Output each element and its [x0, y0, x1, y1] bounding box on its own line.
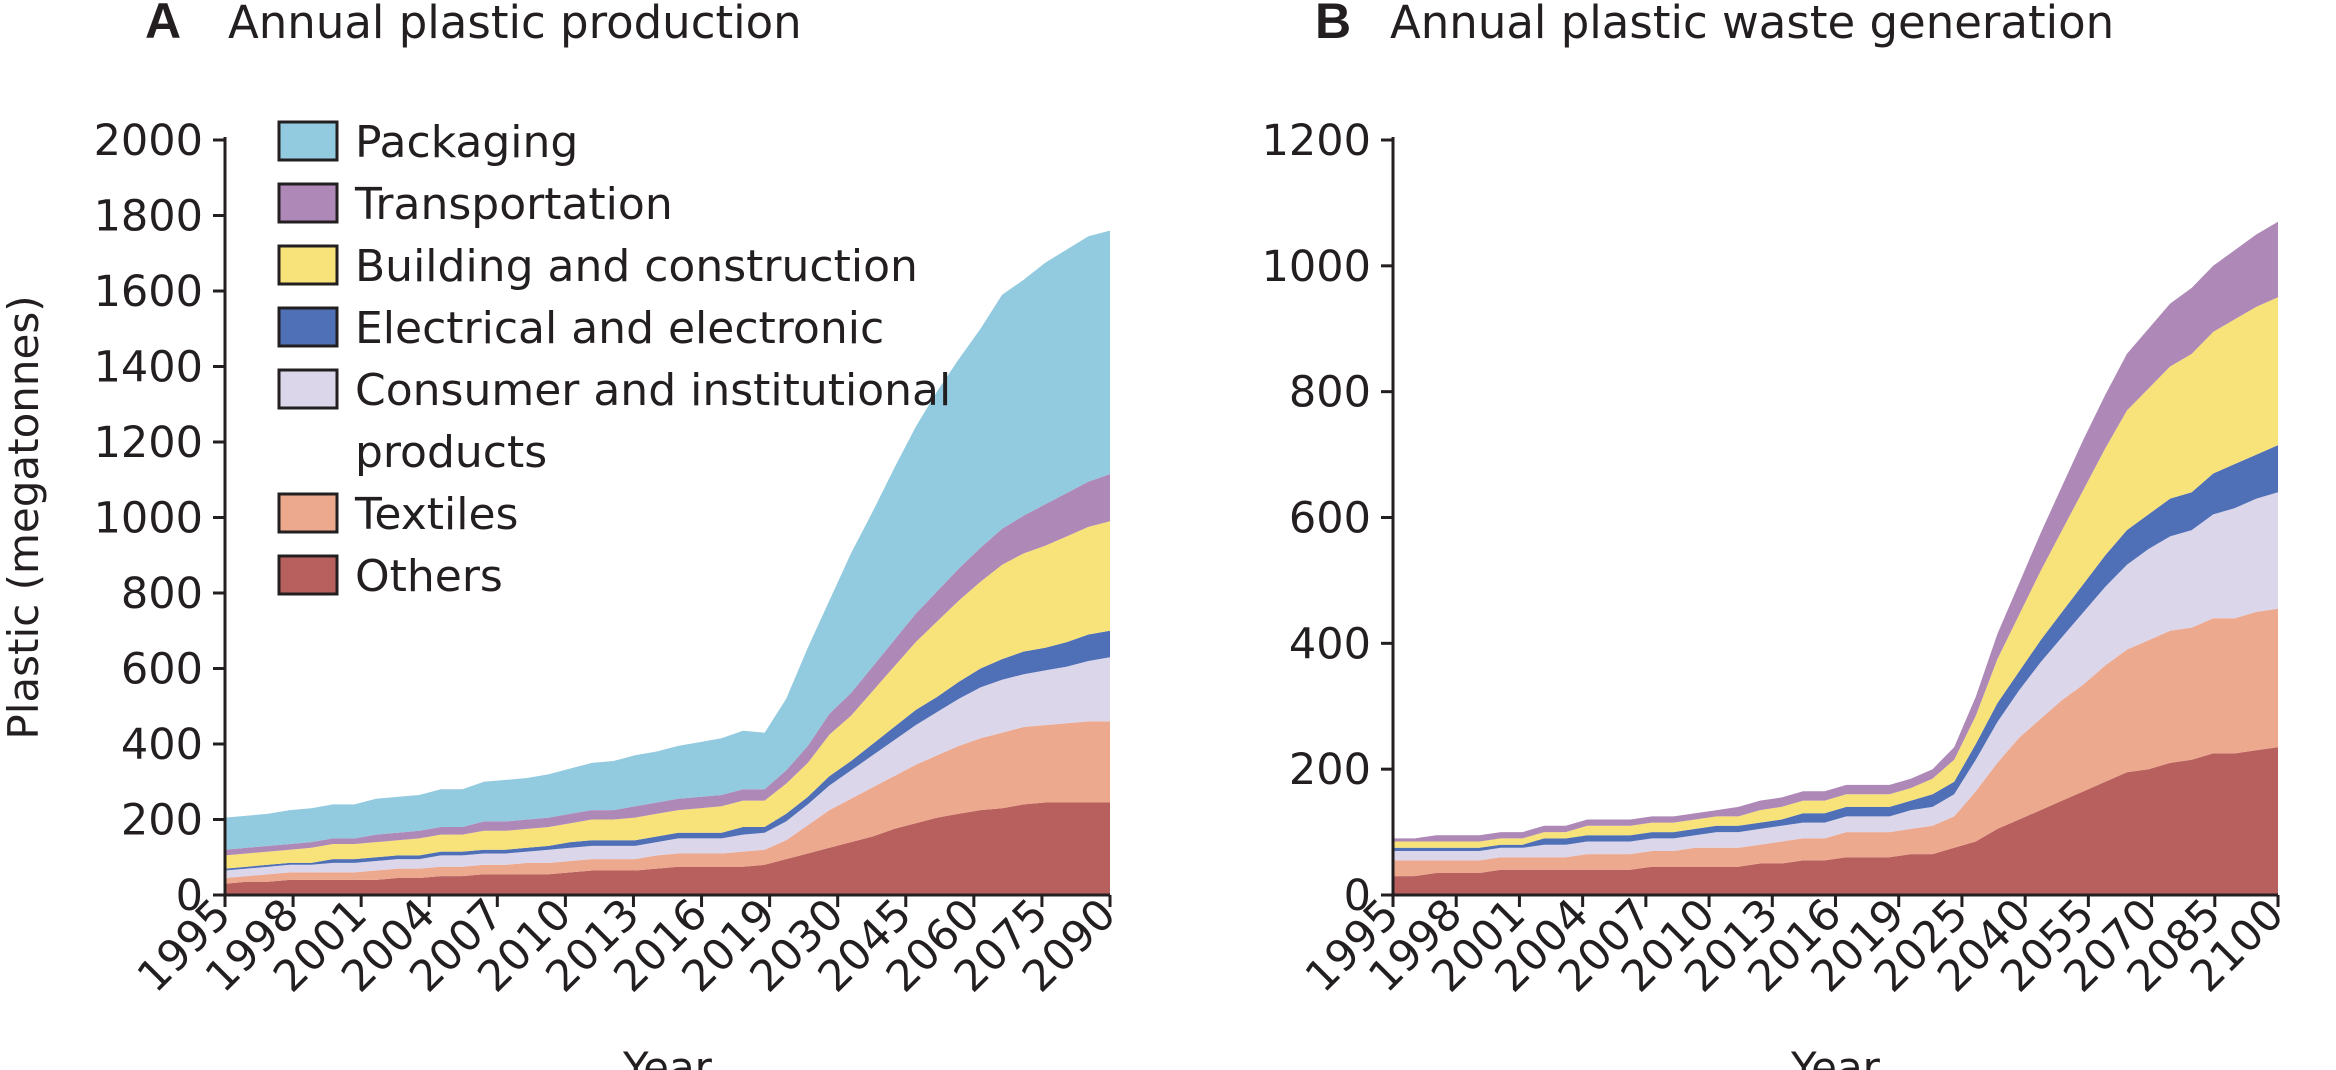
- area-consumer-and-institutional-products: [225, 657, 1110, 878]
- y-axis-label: Plastic (megatonnes): [0, 295, 48, 739]
- y-tick-label: 1000: [94, 494, 203, 544]
- y-tick-label: 0: [176, 871, 203, 921]
- y-tick-label: 1800: [94, 192, 203, 242]
- legend-swatch: [277, 244, 339, 286]
- y-tick-label: 1000: [1262, 242, 1371, 292]
- legend-swatch: [277, 492, 339, 534]
- legend-label: Packaging: [355, 117, 578, 168]
- legend-swatch: [277, 306, 339, 348]
- y-tick-label: 0: [1344, 871, 1371, 921]
- y-tick-label: 800: [1289, 368, 1371, 418]
- y-tick-label: 1200: [94, 418, 203, 468]
- area-packaging: [225, 230, 1110, 850]
- legend-label: Transportation: [354, 179, 673, 230]
- y-tick-label: 800: [121, 569, 203, 619]
- y-tick-label: 600: [121, 645, 203, 695]
- panel-b: B Annual plastic waste generation 0 200 400 6…: [1262, 0, 2294, 1070]
- y-tick-label: 600: [1289, 494, 1371, 544]
- area-building-and-construction: [225, 521, 1110, 869]
- panel-title: Annual plastic waste generation: [1390, 0, 2114, 49]
- panel-letter: B: [1315, 0, 1351, 49]
- panel-a: A Annual plastic production 0 200 400 600 800 1…: [0, 0, 1126, 1070]
- legend-label: Consumer and institutional: [355, 365, 951, 416]
- legend: Packaging Transportation Building and cons…: [277, 117, 951, 602]
- y-tick-label: 2000: [94, 116, 203, 166]
- area-others: [1393, 747, 2278, 895]
- legend-swatch: [277, 554, 339, 596]
- y-tick-label: 1200: [1262, 116, 1371, 166]
- y-tick-label: 200: [121, 796, 203, 846]
- legend-label: Electrical and electronic: [355, 303, 884, 354]
- area-textiles: [1393, 608, 2278, 877]
- y-tick-label: 400: [1289, 619, 1371, 669]
- area-textiles: [225, 721, 1110, 884]
- legend-label: Textiles: [354, 489, 518, 540]
- legend-swatch: [277, 368, 339, 410]
- legend-swatch: [277, 182, 339, 224]
- y-tick-label: 200: [1289, 745, 1371, 795]
- x-axis-label: Year: [622, 1043, 713, 1070]
- area-electrical-and-electronic: [225, 630, 1110, 871]
- y-tick-label: 400: [121, 720, 203, 770]
- legend-swatch: [277, 120, 339, 162]
- legend-label: Building and construction: [355, 241, 918, 292]
- x-axis-label: Year: [1790, 1043, 1881, 1070]
- area-others: [225, 802, 1110, 895]
- y-tick-label: 1400: [94, 343, 203, 393]
- legend-label: products: [355, 427, 547, 478]
- panel-title: Annual plastic production: [228, 0, 802, 49]
- panel-letter: A: [145, 0, 181, 49]
- y-tick-label: 1600: [94, 267, 203, 317]
- legend-label: Others: [355, 551, 503, 602]
